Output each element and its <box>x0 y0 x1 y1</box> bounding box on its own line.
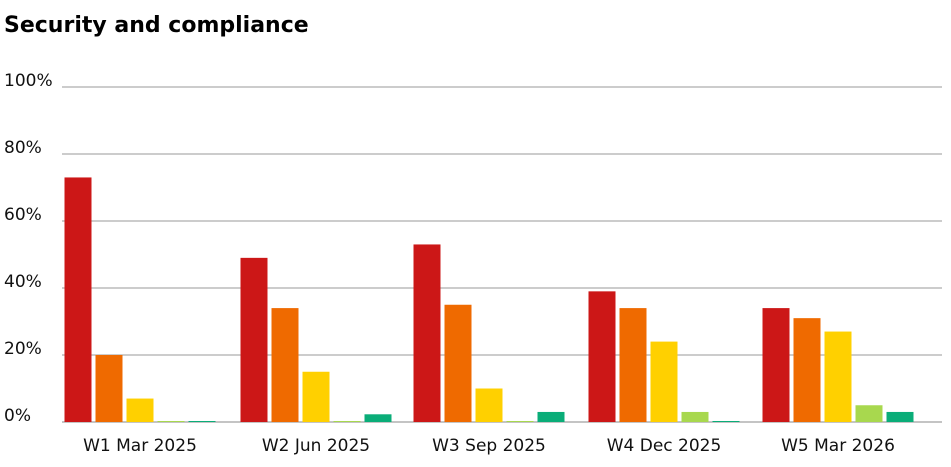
bar-5-series-2 <box>793 318 821 422</box>
bar-4-series-1 <box>588 291 616 422</box>
chart-title: Security and compliance <box>4 13 309 38</box>
bar-1-series-2 <box>95 355 123 422</box>
x-category-label: W3 Sep 2025 <box>432 436 546 456</box>
bar-2-series-3 <box>302 371 330 422</box>
x-category-label: W4 Dec 2025 <box>607 436 722 456</box>
bar-3-series-5 <box>537 411 565 422</box>
y-tick-label: 40% <box>4 272 42 292</box>
y-tick-label: 100% <box>4 71 53 91</box>
y-tick-label: 60% <box>4 205 42 225</box>
y-axis-ticks: 0% 20% 40% 60% 80% 100% <box>4 71 53 426</box>
y-tick-label: 80% <box>4 138 42 158</box>
bar-5-series-5 <box>886 411 914 422</box>
bar-3-series-2 <box>444 304 472 422</box>
bar-2-series-4 <box>333 420 361 422</box>
bar-4-series-4 <box>681 411 709 422</box>
y-tick-label: 20% <box>4 339 42 359</box>
x-category-label: W2 Jun 2025 <box>262 436 370 456</box>
bar-5-series-3 <box>824 331 852 422</box>
x-category-label: W5 Mar 2026 <box>781 436 895 456</box>
bar-1-series-4 <box>157 420 185 422</box>
bar-4-series-3 <box>650 341 678 422</box>
bar-2-series-5 <box>364 414 392 422</box>
bar-5-series-1 <box>762 308 790 422</box>
bar-1-series-1 <box>64 177 92 422</box>
bar-1-series-5 <box>188 420 216 422</box>
bar-4-series-5 <box>712 420 740 422</box>
bar-1-series-3 <box>126 398 154 422</box>
bar-4-series-2 <box>619 308 647 422</box>
bars <box>64 177 914 422</box>
bar-3-series-3 <box>475 388 503 422</box>
x-axis-categories: W1 Mar 2025 W2 Jun 2025 W3 Sep 2025 W4 Dec … <box>83 436 895 456</box>
x-category-label: W1 Mar 2025 <box>83 436 197 456</box>
bar-3-series-4 <box>506 420 534 422</box>
bar-5-series-4 <box>855 405 883 422</box>
bar-2-series-1 <box>240 257 268 422</box>
bar-2-series-2 <box>271 308 299 422</box>
bar-3-series-1 <box>413 244 441 422</box>
y-tick-label: 0% <box>4 406 31 426</box>
